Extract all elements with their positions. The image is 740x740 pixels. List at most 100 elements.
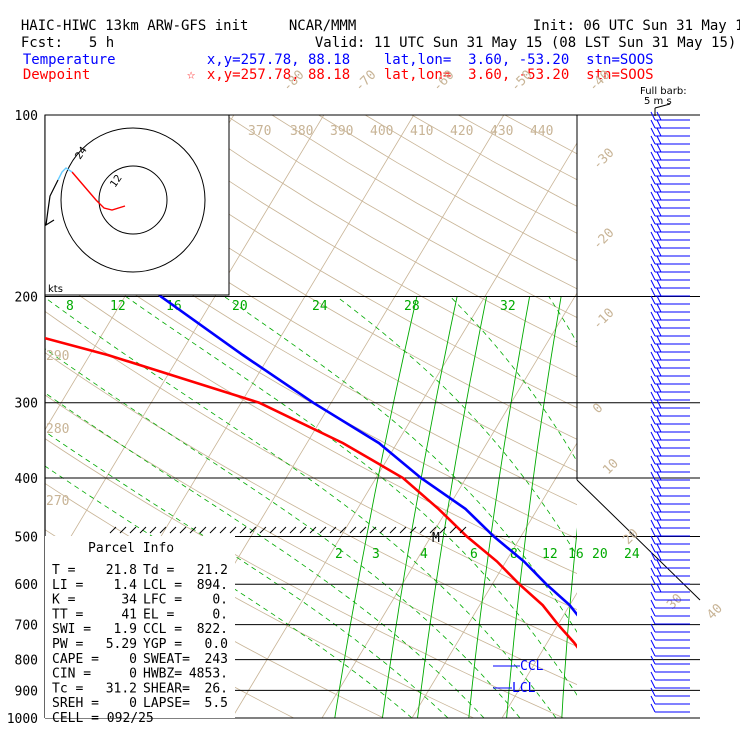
- freezing-tick: [259, 526, 267, 534]
- mixing-ratio-label: 8: [66, 299, 74, 314]
- isotherm-line: [231, 142, 577, 718]
- pressure-label: 900: [15, 684, 38, 699]
- wind-barb-tick: [656, 167, 662, 177]
- wind-barb-tick: [650, 599, 656, 609]
- wind-barb-tick: [650, 167, 656, 177]
- wind-barb-tick: [650, 135, 656, 145]
- theta-label: 400: [370, 124, 393, 139]
- wind-barb-tick: [650, 583, 656, 593]
- dry-adiabat-line: [45, 231, 577, 540]
- freezing-tick: [119, 526, 127, 534]
- wind-barb-tick: [650, 639, 656, 649]
- wind-barb-tick: [656, 415, 662, 425]
- parcel-row-key2: LCL =: [143, 578, 182, 593]
- wind-barb-tick: [650, 423, 656, 433]
- wind-barb-tick: [656, 439, 662, 449]
- wind-barb-tick: [656, 271, 662, 281]
- freezing-tick: [279, 526, 287, 534]
- hodograph-trace: [71, 171, 126, 211]
- parcel-row-value: 0: [129, 652, 137, 667]
- wind-barb-tick: [656, 311, 662, 321]
- wind-barb-tick: [656, 575, 662, 585]
- wind-barb-tick: [650, 351, 656, 361]
- wind-barb-tick: [650, 623, 656, 633]
- wind-barb-tick: [650, 399, 656, 409]
- wind-barb-tick: [650, 591, 656, 601]
- isotherm-line: [682, 115, 740, 718]
- temperature-label: -40: [586, 68, 613, 95]
- wind-barb-tick: [656, 175, 662, 185]
- wind-barb-tick: [650, 119, 656, 129]
- theta-label: 430: [490, 124, 513, 139]
- wind-barb-tick: [656, 111, 662, 121]
- wind-barb-tick: [650, 239, 656, 249]
- moist-adiabat-line: [336, 296, 577, 557]
- parcel-row-value2: 5.5: [205, 696, 228, 711]
- hodograph-inner-ring: [98, 165, 168, 235]
- parcel-row-key2: SHEAR=: [143, 681, 190, 696]
- dewpoint-trace: [45, 336, 577, 649]
- init-time: Init: 06 UTC Sun 31 May 15: [532, 18, 740, 34]
- parcel-row-key: CAPE =: [52, 652, 99, 667]
- wind-barb-tick: [656, 279, 662, 289]
- mixing-ratio-label: 24: [312, 299, 328, 314]
- wind-barb-tick: [650, 231, 656, 241]
- wind-barb-tick: [656, 367, 662, 377]
- parcel-row-value: 31.2: [106, 681, 137, 696]
- freezing-tick: [289, 526, 297, 534]
- freezing-tick: [139, 526, 147, 534]
- right-axis-skew: [576, 479, 701, 601]
- parcel-row-value: 34: [121, 593, 137, 608]
- parcel-row-value: 0: [129, 696, 137, 711]
- freezing-tick: [409, 526, 417, 534]
- temperature-label: -20: [590, 226, 617, 253]
- theta-label: 440: [530, 124, 553, 139]
- freezing-tick: [319, 526, 327, 534]
- wind-barb-tick: [656, 255, 662, 265]
- freezing-tick: [169, 526, 177, 534]
- wind-barb-tick: [656, 559, 662, 569]
- theta-label: 420: [450, 124, 473, 139]
- pressure-label: 500: [15, 530, 38, 545]
- freezing-tick: [339, 526, 347, 534]
- dry-adiabat-line: [411, 115, 577, 207]
- wind-barb-tick: [656, 359, 662, 369]
- wind-barb-tick: [656, 503, 662, 513]
- wind-barb-tick: [650, 535, 656, 545]
- wind-barb-tick: [650, 335, 656, 345]
- parcel-row-key: TT =: [52, 607, 83, 622]
- pressure-label: 100: [15, 109, 38, 124]
- level-markers: M CCL LCL: [109, 526, 544, 696]
- freezing-tick: [359, 526, 367, 534]
- barb-legend-title: Full barb:: [640, 86, 687, 97]
- wind-barb-tick: [656, 527, 662, 537]
- wind-barb-tick: [656, 487, 662, 497]
- freezing-tick: [239, 526, 247, 534]
- freezing-tick: [389, 526, 397, 534]
- wind-barb-tick: [650, 199, 656, 209]
- pressure-label: 200: [15, 291, 38, 306]
- temperature-label: -10: [590, 306, 617, 333]
- mixing-ratio-label: 20: [592, 547, 608, 562]
- wind-barb-tick: [650, 151, 656, 161]
- parcel-row-value2: 21.2: [197, 563, 228, 578]
- wind-barb-tick: [650, 455, 656, 465]
- wind-barb-tick: [656, 327, 662, 337]
- wind-barb-tick: [656, 231, 662, 241]
- parcel-row-value: 0: [129, 667, 137, 682]
- wind-barb-tick: [650, 647, 656, 657]
- wind-barb-tick: [650, 263, 656, 273]
- freezing-tick: [309, 526, 317, 534]
- mixing-ratio-label: 16: [568, 547, 584, 562]
- freezing-tick: [459, 526, 467, 534]
- parcel-cell: CELL = 092/25: [52, 711, 154, 726]
- dry-adiabat-line: [504, 115, 577, 155]
- wind-barb-tick: [650, 111, 656, 121]
- theta-labels: 370 380 390 400 410 420 430 440 290 280 270: [46, 124, 553, 509]
- wind-barb-tick: [650, 607, 656, 617]
- temperature-label: -50: [508, 68, 535, 95]
- wind-barb-tick: [650, 567, 656, 577]
- isotherm-line: [501, 592, 577, 718]
- wind-barb-tick: [656, 447, 662, 457]
- wind-barb-tick: [650, 327, 656, 337]
